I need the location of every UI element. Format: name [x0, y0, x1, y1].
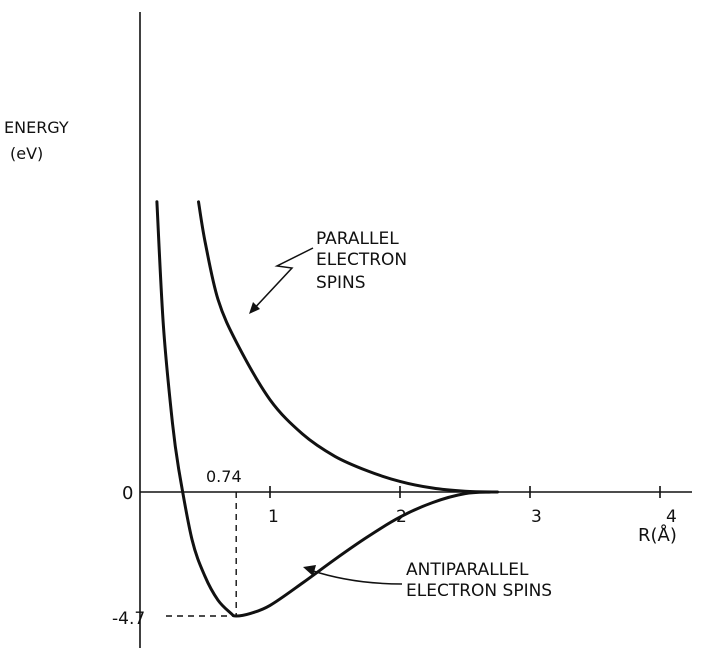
x-tick-marks [269, 486, 661, 498]
x-tick-label-3: 3 [531, 507, 542, 527]
minimum-energy-label: -4.7 [112, 609, 145, 629]
parallel-pointer-arrowhead [249, 302, 260, 314]
antiparallel-pointer-line [309, 569, 403, 585]
parallel-label-line-2: ELECTRON [316, 250, 407, 270]
y-axis-label-unit: (eV) [10, 144, 43, 163]
x-tick-label-1: 1 [268, 507, 279, 527]
antiparallel-spins-curve [155, 200, 493, 618]
x-axis-label: R(Å) [638, 524, 677, 546]
antiparallel-label-line-2: ELECTRON SPINS [406, 581, 552, 601]
equilibrium-distance-label: 0.74 [206, 467, 242, 486]
antiparallel-label-line-1: ANTIPARALLEL [406, 560, 529, 580]
y-axis-label: ENERGY [4, 118, 69, 137]
parallel-pointer-line [250, 247, 314, 313]
antiparallel-pointer-arrowhead [303, 565, 316, 576]
x-tick-label-4: 4 [666, 507, 677, 527]
y-tick-label-zero: 0 [122, 483, 133, 504]
parallel-label-line-3: SPINS [316, 273, 366, 293]
parallel-spins-curve [197, 200, 499, 494]
parallel-label-line-1: PARALLEL [316, 229, 399, 249]
